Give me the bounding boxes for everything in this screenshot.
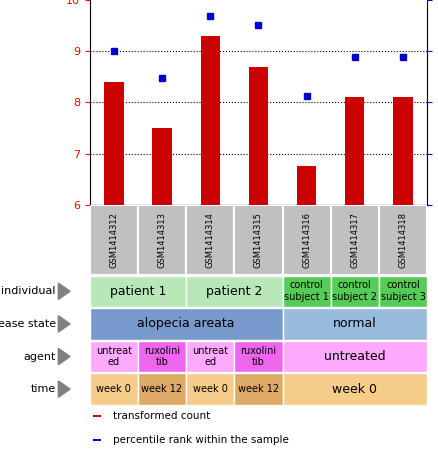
Text: patient 2: patient 2 [206,285,262,298]
Polygon shape [58,283,70,299]
Bar [283,205,331,275]
Bar [234,205,283,275]
Bar [283,373,427,405]
Bar [186,373,234,405]
Text: week 0: week 0 [193,384,228,394]
Text: week 0: week 0 [332,383,377,395]
Bar [234,373,283,405]
Bar [138,205,186,275]
Bar [283,341,427,372]
Bar [90,373,138,405]
Text: GSM1414317: GSM1414317 [350,212,359,268]
Bar [283,275,331,307]
Bar [201,36,220,205]
Bar [331,275,379,307]
Text: GSM1414315: GSM1414315 [254,212,263,268]
Bar [234,341,283,372]
Text: control
subject 2: control subject 2 [332,280,377,302]
Bar [186,205,234,275]
Bar [249,67,268,205]
Bar [104,82,124,205]
Text: untreated: untreated [324,350,385,363]
Text: ruxolini
tib: ruxolini tib [240,346,276,367]
Bar [283,308,427,340]
Text: ruxolini
tib: ruxolini tib [144,346,180,367]
Text: control
subject 3: control subject 3 [381,280,425,302]
Bar [138,341,186,372]
Bar [90,341,138,372]
Text: GSM1414313: GSM1414313 [158,212,166,268]
Text: alopecia areata: alopecia areata [138,318,235,330]
Polygon shape [58,381,70,397]
Bar [379,275,427,307]
Text: time: time [30,384,56,394]
Text: GSM1414312: GSM1414312 [110,212,118,268]
Text: GSM1414318: GSM1414318 [399,212,407,268]
Bar [379,205,427,275]
Bar [297,166,316,205]
Text: percentile rank within the sample: percentile rank within the sample [113,435,289,445]
Text: week 12: week 12 [141,384,183,394]
Text: GSM1414314: GSM1414314 [206,212,215,268]
Polygon shape [58,348,70,365]
Bar [186,341,234,372]
Text: disease state: disease state [0,319,56,329]
Bar [331,205,379,275]
Bar [138,373,186,405]
Bar [393,97,413,205]
Bar [90,308,283,340]
Text: agent: agent [23,352,56,361]
Bar [186,275,283,307]
Text: untreat
ed: untreat ed [96,346,132,367]
Text: patient 1: patient 1 [110,285,166,298]
Text: week 0: week 0 [96,384,131,394]
Bar [90,205,138,275]
Text: untreat
ed: untreat ed [192,346,228,367]
Polygon shape [58,316,70,332]
Bar [93,439,101,441]
Bar [152,128,172,205]
Bar [90,275,186,307]
Text: transformed count: transformed count [113,411,211,421]
Text: individual: individual [1,286,56,296]
Bar [93,415,101,417]
Text: week 12: week 12 [238,384,279,394]
Text: control
subject 1: control subject 1 [284,280,329,302]
Text: GSM1414316: GSM1414316 [302,212,311,268]
Bar [345,97,364,205]
Text: normal: normal [333,318,377,330]
